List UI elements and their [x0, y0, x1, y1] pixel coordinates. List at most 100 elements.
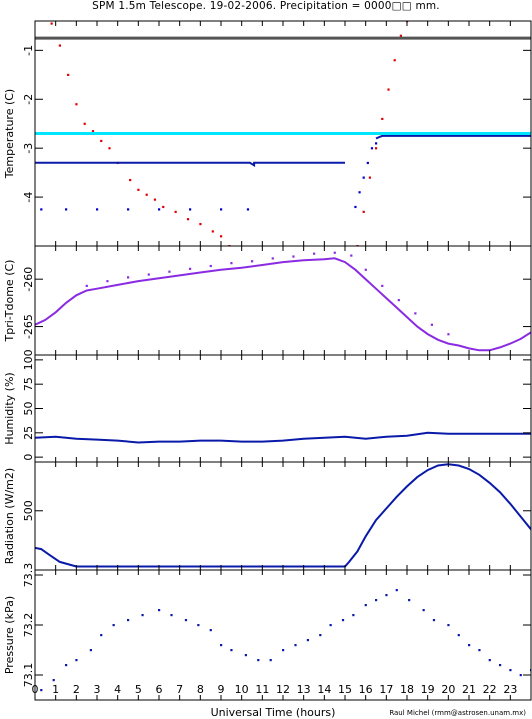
data-point-4-0-27: [375, 599, 378, 602]
y-tick-label-2-2: 50: [22, 402, 35, 416]
data-point-1-1-2: [127, 276, 130, 279]
y-tick-label-3-0: 500: [22, 500, 35, 521]
data-point-4-0-38: [499, 664, 502, 667]
data-point-4-0-3: [75, 659, 78, 662]
data-point-0-0-14: [174, 210, 177, 213]
chart-title: SPM 1.5m Telescope. 19-02-2006. Precipit…: [92, 0, 440, 12]
data-point-1-1-1: [106, 280, 109, 283]
x-tick-label-7: 7: [176, 683, 183, 696]
data-point-0-2-3: [127, 208, 130, 211]
data-point-1-1-0: [85, 284, 88, 288]
data-point-4-0-15: [230, 649, 233, 652]
data-point-4-0-18: [269, 659, 272, 662]
data-point-4-0-25: [352, 614, 355, 617]
data-point-0-1-2: [368, 176, 371, 179]
panel-frame-3: [34, 461, 532, 571]
data-point-4-0-7: [127, 619, 130, 622]
data-point-4-0-21: [306, 639, 309, 642]
x-tick-label-23: 23: [503, 683, 517, 696]
x-tick-label-14: 14: [317, 683, 331, 696]
data-point-0-0-10: [137, 188, 140, 191]
data-point-1-1-8: [251, 260, 254, 263]
data-point-0-0-18: [220, 235, 223, 238]
data-point-4-0-40: [519, 674, 522, 677]
data-point-4-0-0: [40, 689, 43, 692]
data-point-4-0-2: [65, 664, 68, 667]
y-tick-label-2-0: 0: [22, 454, 35, 461]
data-point-1-1-18: [430, 323, 433, 326]
data-point-1-1-19: [447, 333, 450, 336]
data-point-4-0-17: [257, 659, 260, 662]
y-tick-label-0-3: -4: [22, 192, 35, 203]
x-tick-label-15: 15: [338, 683, 352, 696]
data-point-0-2-6: [220, 208, 223, 211]
data-point-4-0-13: [209, 629, 212, 632]
x-tick-label-16: 16: [359, 683, 373, 696]
data-point-0-1-6: [393, 59, 396, 62]
data-point-0-0-6: [100, 139, 103, 143]
data-point-4-0-35: [468, 644, 471, 647]
data-point-4-0-12: [197, 624, 200, 627]
data-point-4-0-8: [141, 614, 144, 617]
y-tick-label-1-0: -260: [22, 267, 35, 292]
data-point-0-5-5: [375, 142, 378, 145]
x-tick-label-11: 11: [255, 683, 269, 696]
data-point-4-0-33: [447, 624, 450, 627]
x-tick-label-17: 17: [379, 683, 393, 696]
x-tick-label-5: 5: [135, 683, 142, 696]
x-tick-label-0: 0: [32, 683, 39, 696]
data-point-1-1-6: [209, 264, 212, 268]
data-point-0-0-2: [67, 73, 70, 77]
data-point-0-2-7: [246, 208, 250, 211]
data-point-4-0-4: [89, 649, 92, 652]
data-point-0-0-15: [186, 218, 190, 221]
data-point-0-0-5: [91, 130, 95, 133]
x-tick-label-9: 9: [218, 683, 225, 696]
data-point-0-1-4: [381, 117, 384, 121]
x-axis-label: Universal Time (hours): [211, 706, 336, 719]
data-point-1-1-12: [333, 251, 336, 254]
data-point-0-0-0: [50, 22, 53, 25]
series-line-3-0: [35, 463, 531, 568]
data-point-4-0-9: [158, 609, 161, 612]
x-tick-label-3: 3: [94, 683, 101, 696]
data-point-0-0-17: [211, 230, 214, 233]
series-line-0-4: [375, 134, 531, 140]
data-point-0-0-12: [153, 198, 157, 201]
data-point-4-0-28: [385, 594, 388, 597]
data-point-0-0-7: [108, 147, 111, 150]
data-point-0-2-2: [96, 208, 99, 211]
y-tick-label-4-1: 73.2: [22, 613, 35, 638]
data-point-0-0-16: [199, 222, 202, 226]
y-axis-label-3: Radiation (W/m2): [3, 468, 16, 564]
data-point-0-0-1: [58, 44, 61, 47]
data-point-0-0-11: [145, 193, 148, 196]
data-point-1-1-4: [168, 270, 171, 273]
data-point-4-0-31: [422, 609, 425, 612]
data-point-4-0-37: [488, 659, 491, 662]
y-tick-label-0-1: -2: [22, 94, 35, 105]
y-axis-label-2: Humidity (%): [3, 372, 16, 444]
x-tick-label-20: 20: [441, 683, 455, 696]
data-point-1-1-16: [397, 299, 400, 302]
x-tick-label-18: 18: [400, 683, 414, 696]
x-tick-label-1: 1: [52, 683, 59, 696]
data-point-0-5-3: [366, 161, 369, 165]
data-point-0-0-13: [162, 205, 165, 209]
data-point-0-5-4: [370, 147, 374, 150]
y-tick-label-0-0: -1: [22, 45, 35, 56]
x-tick-label-19: 19: [421, 683, 435, 696]
x-tick-label-8: 8: [197, 683, 204, 696]
series-line-1-0: [35, 257, 531, 352]
data-point-1-1-14: [364, 268, 367, 271]
data-point-4-0-29: [395, 589, 398, 592]
y-axis-label-1: Tpri-Tdome (C): [3, 260, 16, 343]
data-point-1-1-7: [230, 262, 233, 265]
data-point-4-0-20: [294, 644, 297, 647]
data-point-0-5-1: [358, 191, 361, 194]
data-point-0-5-0: [354, 205, 357, 209]
data-point-0-1-3: [375, 147, 378, 150]
data-point-4-0-11: [184, 619, 188, 622]
data-point-0-1-1: [362, 210, 365, 213]
y-tick-label-1-1: -265: [22, 314, 35, 339]
